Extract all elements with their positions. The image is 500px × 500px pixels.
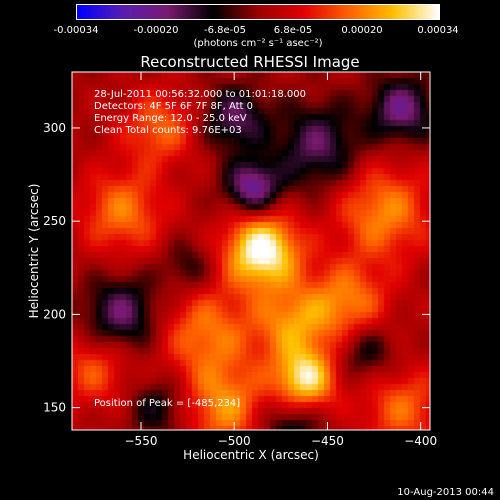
y-tick-label: 150 <box>43 401 66 415</box>
x-axis-label: Heliocentric X (arcsec) <box>183 448 319 462</box>
x-tick-label: −550 <box>125 434 158 448</box>
colorbar-tick-label: 0.00020 <box>341 25 383 36</box>
info-energy-range: Energy Range: 12.0 - 25.0 keV <box>94 113 247 124</box>
y-tick-label: 300 <box>43 121 66 135</box>
colorbar-tick-label: -6.8e-05 <box>204 25 246 36</box>
colorbar <box>76 4 440 20</box>
y-tick-label: 200 <box>43 307 66 321</box>
y-tick-label: 250 <box>43 214 66 228</box>
peak-position-label: Position of Peak = [-485,234] <box>94 398 241 409</box>
plot-area: 28-Jul-2011 00:56:32.000 to 01:01:18.000… <box>72 72 430 430</box>
x-tick-label: −400 <box>404 434 437 448</box>
x-tick-label: −500 <box>218 434 251 448</box>
y-axis-label: Heliocentric Y (arcsec) <box>27 184 41 319</box>
x-tick-label: −450 <box>311 434 344 448</box>
info-total-counts: Clean Total counts: 9.76E+03 <box>94 125 242 136</box>
colorbar-units: (photons cm⁻² s⁻¹ asec⁻²) <box>193 38 323 49</box>
colorbar-gradient <box>77 5 439 19</box>
info-detectors: Detectors: 4F 5F 6F 7F 8F, Att 0 <box>94 101 254 112</box>
colorbar-tick-label: -0.00020 <box>133 25 179 36</box>
colorbar-tick-label: 0.00034 <box>417 25 459 36</box>
chart-title: Reconstructed RHESSI Image <box>140 53 360 71</box>
colorbar-tick-label: -0.00034 <box>53 25 99 36</box>
colorbar-tick-label: 6.8e-05 <box>273 25 313 36</box>
footer-date: 10-Aug-2013 00:44 <box>397 487 494 498</box>
info-time-range: 28-Jul-2011 00:56:32.000 to 01:01:18.000 <box>94 89 306 100</box>
